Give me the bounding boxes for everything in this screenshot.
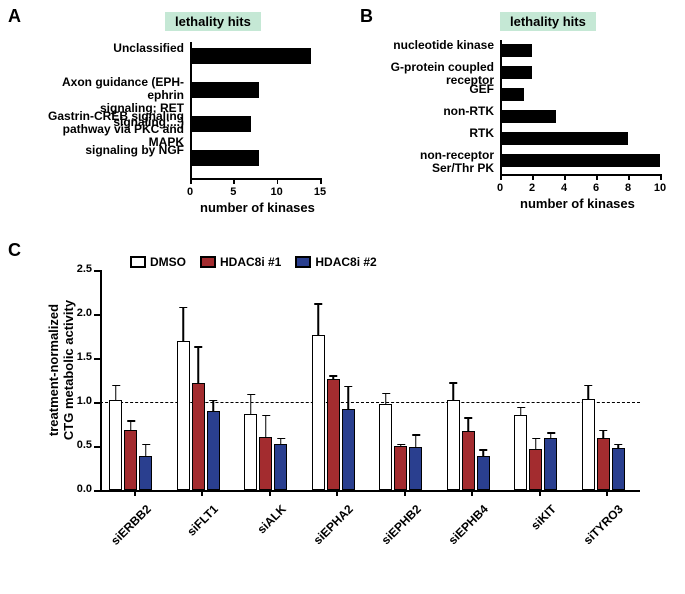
panel-c-x-label: siEPHA2 [297,502,356,561]
panel-a-title: lethality hits [165,12,261,31]
legend-item: HDAC8i #1 [200,255,281,269]
panel-c-y-title: treatment-normalizedCTG metabolic activi… [46,270,76,470]
panel-b-category-label: non-RTK [378,105,494,118]
legend-swatch [295,256,311,268]
panel-c-bar [192,383,205,490]
panel-c-bar [514,415,527,490]
panel-c-x-label: siKIT [499,502,558,561]
panel-b-category-label: nucleotide kinase [378,39,494,52]
panel-c-x-label: siALK [229,502,288,561]
panel-a-axis-title: number of kinases [200,200,315,215]
panel-c-bar [612,448,625,490]
panel-a-bar [190,150,259,166]
panel-c-x-label: siTYRO3 [567,502,626,561]
panel-c-x-label: siFLT1 [162,502,221,561]
panel-c-x-label: siEPHB4 [432,502,491,561]
panel-a-bar [190,82,259,98]
legend-item: DMSO [130,255,186,269]
panel-b-chart: nucleotide kinaseG-protein coupledrecept… [380,38,675,228]
panel-a-label: A [8,6,21,27]
panel-c-bar [597,438,610,490]
panel-c-bar [544,438,557,490]
legend-item: HDAC8i #2 [295,255,376,269]
panel-c-x-label: siEPHB2 [364,502,423,561]
legend-label: HDAC8i #2 [315,255,376,269]
panel-b-axis-title: number of kinases [520,196,635,211]
panel-c-bar [529,449,542,490]
panel-a-bar [190,48,311,64]
panel-b-label: B [360,6,373,27]
panel-c-x-label: siERBB2 [94,502,153,561]
panel-c-bar [274,444,287,490]
panel-c-bar [477,456,490,490]
panel-c-bar [379,404,392,490]
panel-c-bar [409,447,422,490]
panel-c-label: C [8,240,21,261]
panel-b-bar [500,132,628,145]
panel-c-bar [394,446,407,490]
panel-c-bar [259,437,272,490]
panel-c-bar [244,414,257,490]
panel-c-bar [342,409,355,490]
panel-a-bar [190,116,251,132]
panel-c-bar [447,400,460,490]
panel-a-category-label: signaling by NGF [28,144,184,157]
panel-c-bar [327,379,340,490]
panel-c-bar [139,456,152,490]
panel-a-chart: UnclassifiedAxon guidance (EPH-ephrinsig… [30,38,330,228]
legend-label: HDAC8i #1 [220,255,281,269]
legend-swatch [130,256,146,268]
panel-b-bar [500,44,532,57]
panel-c-bar [109,400,122,490]
legend-swatch [200,256,216,268]
panel-c-bar [582,399,595,490]
panel-c-legend: DMSO HDAC8i #1 HDAC8i #2 [130,255,377,269]
panel-b-title: lethality hits [500,12,596,31]
panel-b-category-label: non-receptorSer/Thr PK [378,149,494,175]
panel-b-category-label: GEF [378,83,494,96]
panel-b-bar [500,110,556,123]
panel-c-bar [312,335,325,490]
panel-b-bar [500,154,660,167]
panel-a-category-label: Unclassified [28,42,184,55]
panel-c-bar [124,430,137,490]
panel-c-bar [462,431,475,490]
panel-b-bar [500,66,532,79]
panel-c-bar [177,341,190,490]
legend-label: DMSO [150,255,186,269]
panel-c-bar [207,411,220,490]
panel-c-chart: DMSOHDAC8i #1HDAC8i #20.00.51.01.52.02.5… [30,250,670,590]
panel-b-category-label: RTK [378,127,494,140]
panel-b-bar [500,88,524,101]
